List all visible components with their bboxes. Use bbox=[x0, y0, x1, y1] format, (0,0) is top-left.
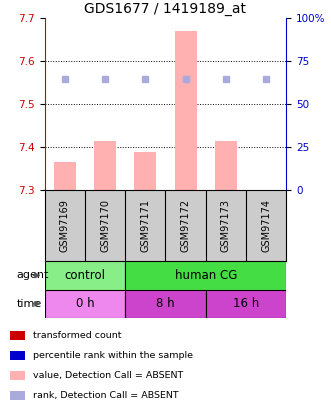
Bar bbox=[10, 391, 25, 400]
Bar bbox=[10, 371, 25, 380]
Bar bbox=[134, 151, 157, 190]
Text: control: control bbox=[65, 269, 106, 282]
Text: 8 h: 8 h bbox=[156, 297, 175, 310]
Text: human CG: human CG bbox=[174, 269, 237, 282]
Bar bbox=[10, 331, 25, 340]
Bar bbox=[10, 351, 25, 360]
Bar bbox=[125, 290, 206, 318]
Bar bbox=[125, 261, 286, 290]
Text: time: time bbox=[17, 299, 42, 309]
Bar bbox=[206, 290, 286, 318]
Text: GSM97170: GSM97170 bbox=[100, 199, 110, 252]
Text: GSM97174: GSM97174 bbox=[261, 199, 271, 252]
Text: GSM97169: GSM97169 bbox=[60, 199, 70, 252]
Bar bbox=[215, 141, 237, 190]
Text: GSM97171: GSM97171 bbox=[140, 199, 150, 252]
Title: GDS1677 / 1419189_at: GDS1677 / 1419189_at bbox=[84, 2, 247, 16]
Text: 16 h: 16 h bbox=[233, 297, 259, 310]
Text: rank, Detection Call = ABSENT: rank, Detection Call = ABSENT bbox=[33, 391, 179, 400]
Bar bbox=[174, 31, 197, 190]
Text: percentile rank within the sample: percentile rank within the sample bbox=[33, 351, 193, 360]
Text: value, Detection Call = ABSENT: value, Detection Call = ABSENT bbox=[33, 371, 183, 380]
Text: 0 h: 0 h bbox=[76, 297, 94, 310]
Text: transformed count: transformed count bbox=[33, 331, 121, 340]
Bar bbox=[94, 141, 116, 190]
Bar bbox=[54, 162, 76, 190]
Text: agent: agent bbox=[17, 271, 49, 280]
Text: GSM97173: GSM97173 bbox=[221, 199, 231, 252]
Bar bbox=[45, 261, 125, 290]
Text: GSM97172: GSM97172 bbox=[181, 199, 191, 252]
Bar bbox=[45, 290, 125, 318]
